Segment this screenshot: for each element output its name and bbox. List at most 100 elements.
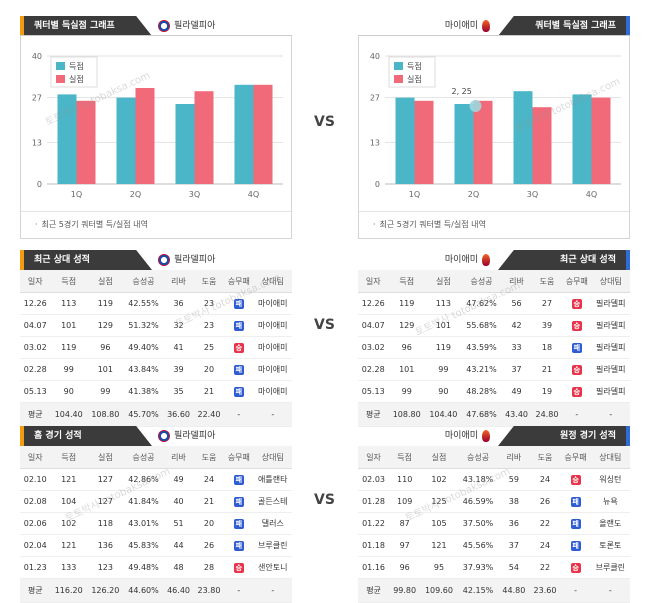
table-row: 02.03 110 102 43.18% 59 24 승 워싱턴 (358, 468, 630, 491)
table-cell: 40 (163, 490, 194, 513)
x-tick-label: 2Q (130, 190, 141, 199)
team-name: 필라델피아 (174, 431, 216, 441)
team-label: 마이애미 (445, 427, 490, 445)
table-cell: 36 (498, 512, 530, 535)
table-cell: 27 (531, 292, 563, 315)
bar-scored (572, 94, 592, 184)
table-cell: 54 (498, 556, 530, 579)
y-tick-label: 27 (32, 94, 42, 103)
legend-label: 실점 (407, 74, 422, 84)
table-cell: 샌안토니 (253, 556, 292, 579)
table-cell: 뉴욕 (590, 490, 630, 513)
table-cell: 올랜도 (590, 512, 630, 535)
result-cell: 패 (224, 380, 254, 403)
team-label: 마이애미 (445, 17, 490, 35)
table-cell: 22 (529, 556, 561, 579)
table-cell: 03.02 (358, 336, 389, 359)
loss-badge: 패 (570, 496, 581, 507)
bar-conceded (532, 107, 552, 184)
table-cell: 101 (50, 314, 88, 337)
table-cell: 평균 (20, 402, 51, 427)
table-cell: - (591, 402, 630, 427)
table-cell: 38 (498, 490, 530, 513)
table-cell: 41.38% (123, 380, 164, 403)
table-cell: 브루클린 (590, 556, 630, 579)
win-badge: 승 (571, 386, 582, 397)
philadelphia-logo-icon (158, 430, 170, 442)
y-tick-label: 13 (370, 138, 380, 147)
table-cell: 골든스테 (253, 490, 292, 513)
column-header: 득점 (50, 270, 88, 293)
team-name: 필라델피아 (174, 255, 216, 265)
column-header: 리바 (163, 270, 194, 293)
table-cell: 47.62% (461, 292, 502, 315)
table-cell: - (562, 402, 592, 427)
x-tick-label: 1Q (409, 190, 420, 199)
bar-conceded (253, 84, 273, 184)
table-cell: 05.13 (358, 380, 389, 403)
column-header: 도움 (193, 446, 225, 469)
result-cell: 패 (560, 512, 591, 535)
table-cell: 109 (389, 490, 421, 513)
chart-note: 최근 5경기 쿼터별 득/실점 내역 (21, 211, 291, 238)
table-cell: 121 (50, 534, 88, 557)
table-row: 01.16 96 95 37.93% 54 22 승 브루클린 (358, 556, 630, 579)
panel-header: 마이애미 최근 상대 성적 (358, 248, 630, 270)
table-cell: 37.93% (457, 556, 499, 579)
table-row: 04.07 129 101 55.68% 42 39 승 필라델피 (358, 314, 630, 337)
result-cell: 승 (224, 336, 254, 359)
table-cell: 42.55% (123, 292, 164, 315)
table-cell: 토론토 (590, 534, 630, 557)
result-cell: 패 (560, 490, 591, 513)
table-cell: 33 (501, 336, 532, 359)
table-cell: 필라델피 (591, 358, 630, 381)
table-cell: 119 (50, 336, 88, 359)
table-row: 04.07 101 129 51.32% 32 23 패 마이애미 (20, 314, 292, 337)
result-cell: 승 (560, 468, 591, 491)
table-cell: 45.70% (123, 402, 164, 427)
table-cell: 02.28 (358, 358, 389, 381)
loss-badge: 패 (233, 298, 244, 309)
legend-swatch (56, 62, 65, 70)
column-header: 승무패 (562, 270, 592, 293)
table-cell: 116.20 (50, 578, 88, 603)
table-cell: 26 (193, 534, 225, 557)
table-cell: 43.18% (457, 468, 499, 491)
win-badge: 승 (570, 562, 581, 573)
table-cell: 49 (163, 468, 194, 491)
bar-conceded (135, 88, 155, 184)
y-tick-label: 13 (32, 138, 42, 147)
loss-badge: 패 (233, 518, 244, 529)
table-cell: - (560, 578, 591, 603)
table-cell: 90 (425, 380, 462, 403)
table-cell: 96 (389, 556, 421, 579)
table-cell: 101 (425, 314, 462, 337)
win-badge: 승 (571, 298, 582, 309)
bar-conceded (591, 97, 611, 184)
table-cell: 119 (87, 292, 124, 315)
table-cell: 37 (501, 358, 532, 381)
table-cell: 127 (87, 468, 124, 491)
table-cell: 23.80 (193, 578, 225, 603)
table-row: 01.23 133 123 49.48% 48 28 승 샌안토니 (20, 556, 292, 579)
table-header-row: 일자 득점 실점 승성공 리바 도움 승무패 상대팀 (20, 270, 292, 293)
table-cell: 24 (529, 534, 561, 557)
table-cell: 44 (163, 534, 194, 557)
column-header: 승무패 (560, 446, 591, 469)
table-cell: 22 (529, 512, 561, 535)
table-cell: 평균 (358, 402, 389, 427)
table-cell: 04.07 (358, 314, 389, 337)
table-cell: 21 (193, 380, 225, 403)
venue-panel-away: 마이애미 원정 경기 성적 일자 득점 실점 승성공 리바 도움 승무패 상대팀 02.03 11… (358, 424, 630, 603)
win-badge: 승 (571, 320, 582, 331)
stats-table: 일자 득점 실점 승성공 리바 도움 승무패 상대팀 12.26 113 119 42.55% 36 23… (20, 270, 292, 427)
column-header: 상대팀 (590, 446, 630, 469)
table-row: 01.28 109 125 46.59% 38 26 패 뉴욕 (358, 490, 630, 513)
result-cell: 패 (224, 490, 254, 513)
result-cell: 패 (562, 336, 592, 359)
table-cell: 49.48% (123, 556, 164, 579)
x-tick-label: 1Q (71, 190, 82, 199)
